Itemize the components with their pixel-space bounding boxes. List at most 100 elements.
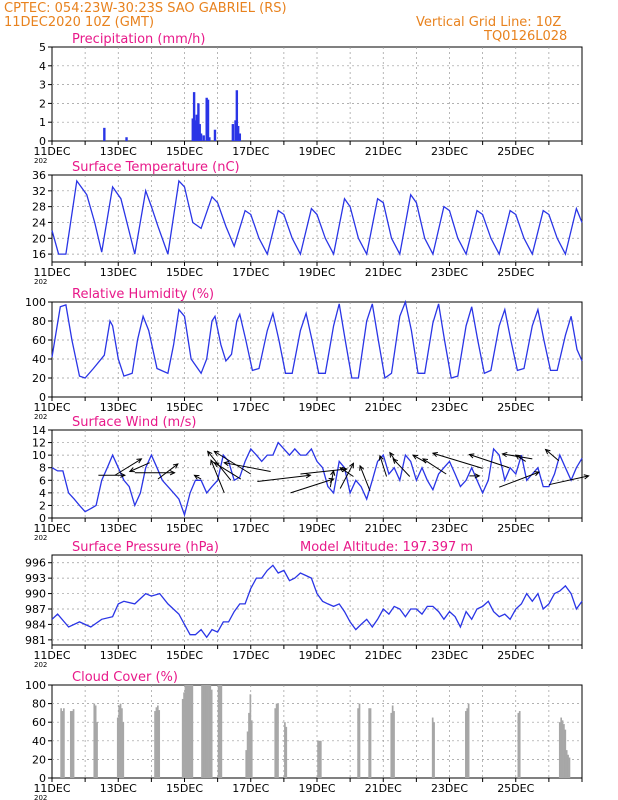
x-tick-label: 19DEC [298,522,335,535]
wind-arrow [339,467,354,477]
x-tick-label: 17DEC [232,145,269,158]
precip-bar [191,118,194,141]
x-tick-label: 13DEC [100,782,137,795]
wind-arrowhead [544,448,551,455]
wind-arrowhead [359,464,365,471]
wind-arrow [432,452,483,469]
x-tick-label: 23DEC [431,401,468,414]
cloud-bar [93,703,96,778]
y-tick-label: 80 [32,315,46,328]
cloud-bar [208,685,210,778]
panel-3 [48,299,583,401]
series-line [51,179,583,257]
wind-arrowhead [533,471,541,477]
wind-arrowhead [213,450,220,456]
wind-arrowhead [120,472,127,478]
x-tick-label: 23DEC [431,782,468,795]
cloud-bar [568,757,571,778]
x-tick-label: 21DEC [365,145,402,158]
wind-arrowhead [128,467,135,473]
cloud-bar [210,689,213,778]
cloud-bar [181,698,184,778]
cloud-bar [390,712,393,778]
cloud-bar [319,740,322,778]
x-tick-label: 17DEC [232,522,269,535]
x-tick-label: 21DEC [365,401,402,414]
x-tick-label: 17DEC [232,649,269,662]
x-tick-label: 15DEC [166,649,203,662]
cloud-bar [122,722,125,778]
wind-arrowhead [172,463,179,469]
panel-4 [48,429,590,522]
x-tick-label: 21DEC [365,522,402,535]
precip-bar [231,124,235,141]
panel-1 [48,46,583,145]
wind-arrowhead [330,469,336,476]
panel-title: Precipitation (mm/h) [72,32,205,47]
cloud-bar [561,720,564,778]
cloud-bar [318,740,321,778]
cloud-bar [209,685,212,778]
y-tick-label: 80 [32,698,46,711]
x-axis-year-fragment: 202 [34,794,47,800]
wind-arrow [214,450,252,475]
wind-arrow [257,474,311,483]
x-tick-label: 15DEC [166,266,203,279]
wind-arrow [224,462,271,472]
x-tick-label: 25DEC [497,522,534,535]
y-tick-label: 100 [25,296,46,309]
panel-2 [48,174,583,266]
precip-bar [194,120,197,141]
cloud-bar [249,694,252,778]
cloud-bar [246,731,249,778]
y-tick-label: 16 [32,248,46,261]
x-tick-label: 23DEC [431,145,468,158]
y-tick-label: 4 [39,60,46,73]
wind-arrowhead [412,454,419,460]
y-tick-label: 28 [32,201,46,214]
y-tick-label: 12 [32,437,46,450]
cloud-bar [185,685,188,778]
y-tick-label: 60 [32,716,46,729]
x-tick-label: 13DEC [100,401,137,414]
cloud-bar [61,711,64,778]
wind-arrowhead [422,458,429,464]
precip-bar [125,137,128,141]
y-tick-label: 40 [32,353,46,366]
x-tick-label: 13DEC [100,649,137,662]
x-tick-label: 15DEC [166,401,203,414]
x-tick-label: 17DEC [232,266,269,279]
wind-arrow [157,463,179,480]
cloud-bar [245,750,248,778]
y-tick-label: 60 [32,334,46,347]
x-tick-label: 11DEC [33,266,70,279]
y-tick-label: 0 [39,135,46,148]
cloud-bar [220,685,223,778]
y-tick-label: 987 [25,603,46,616]
wind-arrow [392,458,411,477]
cloud-bar [205,685,208,778]
cloud-bar [158,710,161,778]
cloud-bar [250,720,253,778]
wind-arrow [359,465,371,492]
y-tick-label: 6 [39,474,46,487]
precip-bar [236,125,240,141]
precip-bar [235,90,239,141]
cloud-bar [184,685,187,778]
header-grid-note: Vertical Grid Line: 10Z [416,15,562,30]
x-axis-year-fragment: 202 [34,413,47,421]
cloud-bar [368,708,371,778]
precip-bar [205,97,208,141]
wind-arrowhead [378,454,384,461]
cloud-bar [433,722,435,778]
cloud-bar [567,754,569,778]
panel-5 [48,554,583,649]
y-tick-label: 8 [39,462,46,475]
wind-arrow [548,475,589,486]
cloud-bar [96,722,98,778]
cloud-bar [431,717,434,778]
cloud-bar [119,703,122,778]
cloud-bar [518,711,521,778]
wind-arrow [214,462,242,480]
panel-6 [48,684,583,782]
